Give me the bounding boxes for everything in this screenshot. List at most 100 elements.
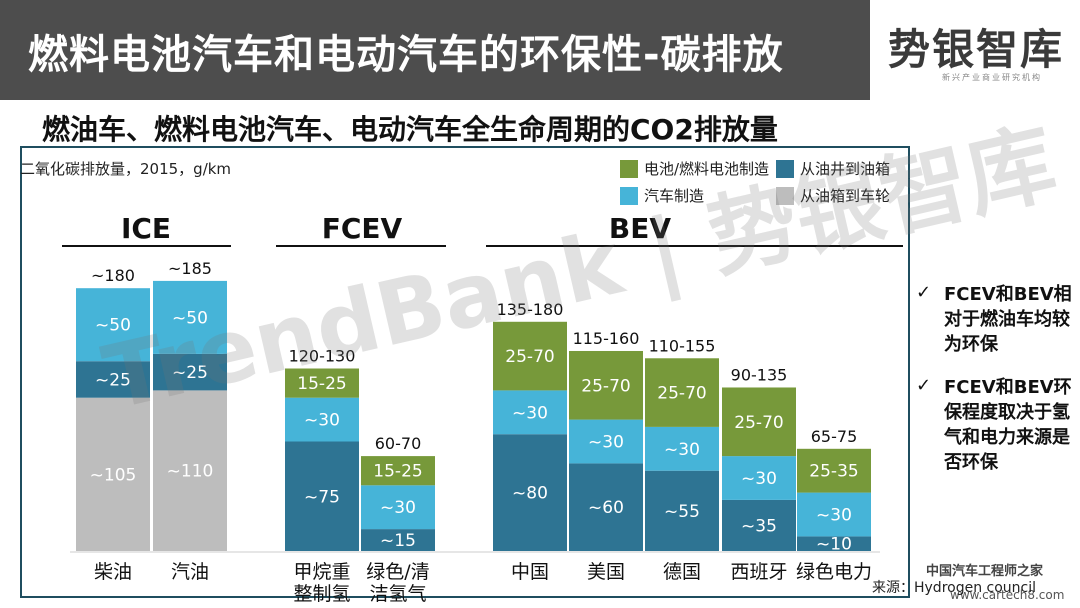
segment-value-label: ~30 (816, 506, 852, 526)
bar-total-label: ~185 (168, 259, 212, 278)
bar-segment-well-to-tank (153, 353, 227, 391)
group-header: FCEV (321, 212, 403, 245)
bar-segment-vehicle (569, 419, 643, 464)
note-item: ✓ FCEV和BEV相对于燃油车均较为环保 (916, 282, 1080, 357)
corner-watermark: 中国汽车工程师之家 (926, 564, 1044, 579)
segment-value-label: ~25 (95, 370, 131, 390)
bar-segment-well-to-tank (797, 536, 871, 551)
segment-value-label: ~30 (741, 469, 777, 489)
legend-item: 从油井到油箱 (776, 158, 890, 179)
source-note: 来源：Hydrogen council (872, 580, 1037, 596)
segment-value-label: ~75 (304, 487, 340, 507)
note-item: ✓ FCEV和BEV环保程度取决于氢气和电力来源是否环保 (916, 375, 1080, 475)
segment-value-label: 25-35 (809, 462, 858, 482)
group-header: ICE (120, 212, 172, 245)
segment-value-label: ~30 (380, 498, 416, 518)
bar-segment-vehicle (361, 485, 435, 530)
bar-segment-vehicle (153, 280, 227, 354)
legend-swatch (620, 159, 638, 178)
bar-total-label: 60-70 (375, 434, 422, 453)
bar-segment-well-to-tank (493, 434, 567, 551)
note-text: FCEV和BEV相对于燃油车均较为环保 (944, 284, 1072, 355)
bar-segment-battery (569, 350, 643, 420)
legend-label: 汽车制造 (644, 187, 705, 205)
segment-value-label: ~50 (172, 308, 208, 328)
bar-segment-well-to-tank (76, 361, 150, 398)
bar-segment-vehicle (722, 456, 796, 500)
bar-segment-battery (797, 448, 871, 493)
title-bar: 燃料电池汽车和电动汽车的环保性-碳排放 (0, 0, 870, 100)
segment-value-label: ~105 (90, 465, 137, 485)
legend-item: 电池/燃料电池制造 (620, 158, 769, 179)
segment-value-label: ~15 (380, 531, 416, 551)
segment-value-label: 25-70 (734, 413, 783, 433)
legend-label: 电池/燃料电池制造 (644, 160, 770, 178)
segment-value-label: ~60 (588, 498, 624, 518)
bar-segment-vehicle (76, 288, 150, 362)
group-underline (486, 245, 903, 247)
bar-segment-well-to-tank (285, 441, 359, 551)
category-label: 西班牙 (730, 561, 788, 583)
bar-segment-vehicle (797, 492, 871, 537)
bar-segment-battery (361, 456, 435, 486)
segment-value-label: 25-70 (657, 384, 706, 404)
segment-value-label: ~50 (95, 316, 131, 336)
legend-item: 从油箱到车轮 (776, 185, 890, 206)
segment-value-label: ~30 (588, 433, 624, 453)
category-label: 绿色电力 (795, 561, 872, 583)
bar-total-label: ~180 (91, 266, 135, 285)
category-label: 甲烷重 整制氢 (293, 561, 351, 605)
bar-segment-battery (493, 321, 567, 391)
check-icon: ✓ (916, 375, 932, 396)
segment-value-label: ~25 (172, 363, 208, 383)
check-icon: ✓ (916, 282, 932, 303)
legend-swatch (776, 186, 794, 205)
bar-total-label: 115-160 (573, 329, 640, 348)
legend-label: 从油箱到车轮 (800, 187, 891, 205)
bar-segment-well-to-tank (722, 499, 796, 551)
group-underline (276, 245, 446, 247)
legend-item: 汽车制造 (620, 185, 704, 206)
bar-total-label: 110-155 (649, 336, 716, 355)
segment-value-label: ~30 (512, 403, 548, 423)
bar-segment-battery (722, 387, 796, 457)
note-text: FCEV和BEV环保程度取决于氢气和电力来源是否环保 (944, 377, 1072, 473)
unit-label: 二氧化碳排放量，2015，g/km (20, 160, 232, 178)
bar-segment-tank-to-wheel (76, 397, 150, 551)
segment-value-label: ~110 (167, 462, 214, 482)
bar-segment-well-to-tank (569, 463, 643, 551)
notes-panel: ✓ FCEV和BEV相对于燃油车均较为环保 ✓ FCEV和BEV环保程度取决于氢… (916, 282, 1080, 493)
legend-swatch (620, 186, 638, 205)
segment-value-label: ~10 (816, 535, 852, 555)
category-label: 美国 (586, 561, 625, 583)
segment-value-label: 25-70 (505, 347, 554, 367)
bar-segment-battery (645, 358, 719, 427)
bar-segment-vehicle (645, 426, 719, 471)
logo-subtext: 新兴产业商业研究机构 (942, 73, 1042, 82)
category-label: 德国 (662, 561, 701, 583)
chart-subtitle: 燃油车、燃料电池汽车、电动汽车全生命周期的CO2排放量 (42, 113, 778, 146)
category-label: 柴油 (93, 561, 132, 583)
bar-total-label: 120-130 (289, 347, 356, 366)
group-header: BEV (608, 212, 672, 245)
bar-segment-tank-to-wheel (153, 390, 227, 551)
category-label: 汽油 (170, 561, 209, 583)
segment-value-label: 15-25 (297, 374, 346, 394)
group-underline (62, 245, 231, 247)
logo-text: 势银智库 (888, 25, 1065, 74)
category-label: 绿色/清 洁氢气 (366, 561, 430, 605)
category-label: 中国 (510, 561, 549, 583)
segment-value-label: ~80 (512, 484, 548, 504)
corner-url: www.cartech8.com (950, 588, 1065, 602)
page-title: 燃料电池汽车和电动汽车的环保性-碳排放 (28, 32, 784, 78)
segment-value-label: ~55 (664, 502, 700, 522)
bar-segment-battery (285, 368, 359, 398)
bar-total-label: 135-180 (497, 300, 564, 319)
bar-segment-well-to-tank (361, 529, 435, 551)
legend-swatch (776, 159, 794, 178)
legend-label: 从油井到油箱 (800, 160, 891, 178)
bar-segment-well-to-tank (645, 470, 719, 551)
segment-value-label: ~30 (664, 440, 700, 460)
bar-total-label: 90-135 (731, 365, 788, 384)
